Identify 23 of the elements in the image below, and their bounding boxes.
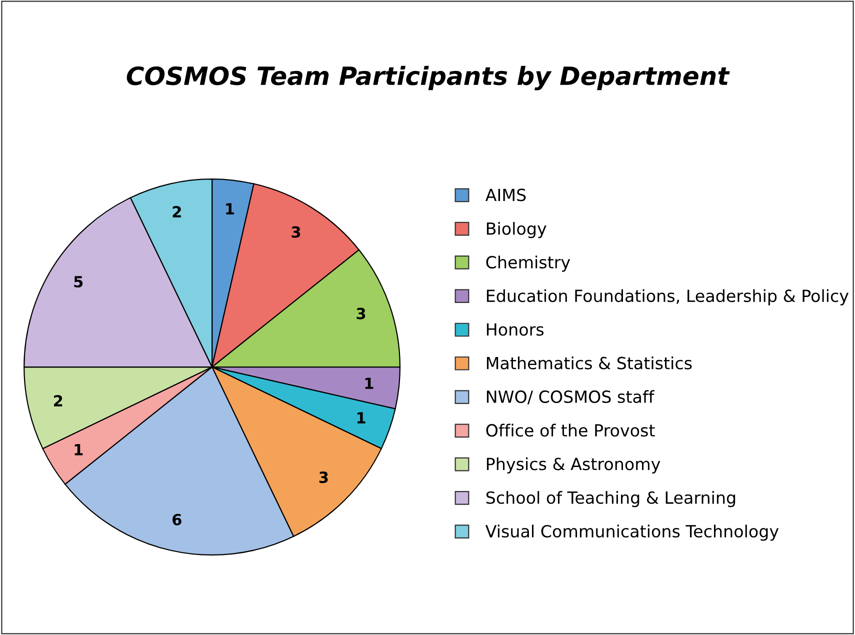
legend-label: Office of the Provost xyxy=(486,424,655,437)
legend-label: NWO/ COSMOS staff xyxy=(486,390,654,404)
data-label: 1 xyxy=(226,203,234,214)
legend-label: School of Teaching & Learning xyxy=(486,491,736,508)
data-label: 5 xyxy=(74,276,83,288)
legend-label: Mathematics & Statistics xyxy=(486,356,692,370)
data-label: 3 xyxy=(319,472,328,484)
legend-label: Physics & Astronomy xyxy=(486,457,660,474)
data-label: 2 xyxy=(172,206,181,218)
data-label: 2 xyxy=(54,395,62,406)
data-label: 1 xyxy=(357,412,366,424)
legend-label: AIMS xyxy=(485,188,526,202)
legend-label: Visual Communications Technology xyxy=(485,524,779,541)
legend-label: Honors xyxy=(486,323,544,336)
data-label: 3 xyxy=(292,226,300,238)
legend-label: Biology xyxy=(486,222,546,238)
data-label: 6 xyxy=(172,514,182,526)
chart-title: COSMOS Team Participants by Department xyxy=(126,66,730,90)
data-label: 1 xyxy=(365,378,374,389)
legend-label: Education Foundations, Leadership & Policy xyxy=(486,289,849,306)
legend-label: Chemistry xyxy=(486,256,570,272)
data-label: 3 xyxy=(356,308,366,320)
data-label: 1 xyxy=(74,444,83,456)
